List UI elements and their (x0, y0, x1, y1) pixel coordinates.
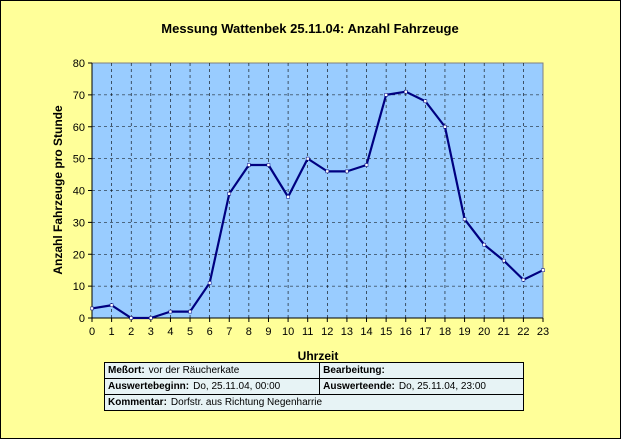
beginn-label: Auswertebeginn: (108, 381, 190, 392)
y-tick-label: 20 (73, 249, 85, 261)
data-point (227, 191, 232, 196)
data-point (521, 278, 526, 282)
y-tick-label: 10 (73, 281, 85, 293)
data-point (266, 163, 271, 167)
x-tick-label: 16 (400, 326, 412, 338)
axes (88, 62, 544, 322)
grid-lines (92, 63, 543, 318)
data-point (443, 125, 447, 129)
x-tick-label: 6 (207, 326, 213, 338)
x-tick-label: 5 (187, 326, 193, 338)
x-tick-label: 9 (265, 326, 271, 338)
data-point (149, 316, 153, 320)
y-tick-label: 40 (73, 186, 85, 198)
x-tick-label: 7 (226, 326, 232, 338)
info-table: Meßort: vor der Räucherkate Bearbeitung: … (103, 362, 524, 411)
x-tick-label: 14 (360, 326, 372, 338)
beginn-value: Do, 25.11.04, 00:00 (193, 381, 281, 392)
x-tick-label: 3 (148, 326, 154, 338)
data-point (502, 258, 506, 263)
info-cell-bearbeitung: Bearbeitung: (319, 362, 524, 379)
x-tick-label: 12 (321, 326, 333, 338)
x-tick-label: 10 (282, 326, 294, 338)
x-axis-label: Uhrzeit (298, 349, 339, 363)
plot-area (91, 62, 544, 319)
x-tick-label: 2 (128, 326, 134, 338)
y-tick-label: 70 (73, 90, 85, 102)
data-point (364, 163, 369, 167)
data-point (129, 316, 133, 320)
kommentar-label: Kommentar: (108, 397, 167, 408)
x-tick-label: 1 (109, 326, 115, 338)
bearbeitung-label: Bearbeitung: (323, 365, 385, 376)
info-row: Meßort: vor der Räucherkate Bearbeitung: (103, 362, 524, 379)
data-point (345, 169, 349, 174)
info-row: Kommentar: Dorfstr. aus Richtung Negenhar… (104, 394, 524, 411)
x-tick-label: 18 (439, 326, 451, 338)
data-point (168, 309, 173, 314)
data-point (384, 93, 388, 97)
x-tick-label: 17 (419, 326, 431, 338)
data-point (423, 99, 428, 103)
info-cell-ende: Auswerteende: Do, 25.11.04, 23:00 (319, 378, 524, 395)
x-tick-label: 19 (458, 326, 470, 338)
y-tick-label: 50 (73, 154, 85, 166)
data-point (286, 195, 290, 199)
series-group (90, 89, 545, 320)
info-cell-beginn: Auswertebeginn: Do, 25.11.04, 00:00 (103, 378, 321, 395)
ende-value: Do, 25.11.04, 23:00 (398, 381, 486, 392)
data-point (109, 303, 114, 307)
ende-label: Auswerteende: (323, 381, 395, 392)
kommentar-value: Dorfstr. aus Richtung Negenharrie (170, 397, 323, 408)
messort-label: Meßort: (108, 365, 145, 376)
data-point (188, 309, 192, 314)
info-row: Auswertebeginn: Do, 25.11.04, 00:00 Auswe… (103, 378, 524, 395)
y-tick-label: 60 (73, 122, 85, 134)
data-point (207, 281, 212, 285)
data-point (90, 306, 94, 311)
x-tick-label: 22 (517, 326, 529, 338)
y-tick-label: 0 (79, 313, 85, 325)
data-point (247, 163, 251, 167)
x-tick-label: 13 (341, 326, 353, 338)
x-tick-label: 21 (498, 326, 510, 338)
data-point (325, 169, 330, 174)
y-axis-label: Anzahl Fahrzeuge pro Stunde (51, 105, 65, 275)
series-line (91, 90, 544, 320)
info-cell-messort: Meßort: vor der Räucherkate (103, 362, 321, 379)
chart-title: Messung Wattenbek 25.11.04: Anzahl Fahrz… (161, 21, 458, 36)
x-tick-label: 0 (89, 326, 95, 338)
x-tick-label: 20 (478, 326, 490, 338)
x-tick-label: 15 (380, 326, 392, 338)
x-tick-label: 23 (537, 326, 549, 338)
messort-value: vor der Räucherkate (148, 365, 240, 376)
data-point (462, 217, 467, 221)
y-tick-label: 30 (73, 217, 85, 229)
y-tick-label: 80 (73, 58, 85, 70)
info-cell-kommentar: Kommentar: Dorfstr. aus Richtung Negenhar… (104, 394, 524, 411)
data-point (305, 156, 310, 161)
x-tick-label: 4 (167, 326, 173, 338)
data-point (403, 89, 408, 94)
x-tick-label: 11 (302, 326, 313, 338)
data-point (482, 242, 486, 247)
data-point (541, 268, 545, 272)
x-tick-label: 8 (246, 326, 252, 338)
